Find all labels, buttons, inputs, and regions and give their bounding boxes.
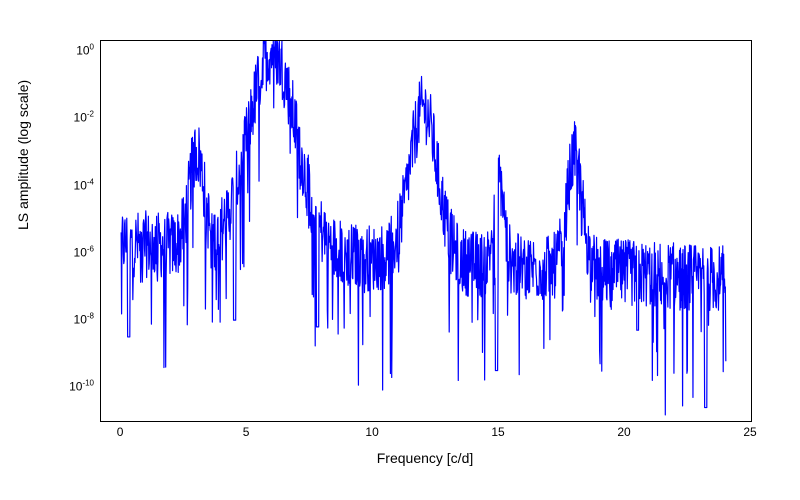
spectrum-line [101, 41, 751, 421]
plot-area [100, 40, 752, 422]
y-tick [100, 320, 101, 321]
y-tick [100, 186, 101, 187]
y-tick-label: 10-10 [69, 379, 94, 394]
y-tick [100, 118, 101, 119]
y-tick-label: 10-4 [74, 177, 94, 192]
y-tick [100, 387, 101, 388]
y-tick-label: 10-8 [74, 312, 94, 327]
x-tick-label: 25 [743, 425, 756, 439]
y-tick-label: 10-2 [74, 110, 94, 125]
y-axis-label: LS amplitude (log scale) [15, 80, 31, 230]
x-tick-label: 20 [617, 425, 630, 439]
x-axis-label: Frequency [c/d] [100, 450, 750, 466]
x-tick [625, 421, 626, 422]
y-tick-label: 100 [76, 43, 94, 58]
x-tick-label: 5 [243, 425, 250, 439]
x-tick [121, 421, 122, 422]
x-tick [751, 421, 752, 422]
x-tick [247, 421, 248, 422]
y-tick [100, 51, 101, 52]
x-tick-label: 0 [117, 425, 124, 439]
y-tick-label: 10-6 [74, 244, 94, 259]
x-tick-label: 15 [491, 425, 504, 439]
figure: LS amplitude (log scale) Frequency [c/d]… [0, 0, 800, 500]
x-tick [373, 421, 374, 422]
y-tick [100, 253, 101, 254]
x-tick [499, 421, 500, 422]
x-tick-label: 10 [365, 425, 378, 439]
